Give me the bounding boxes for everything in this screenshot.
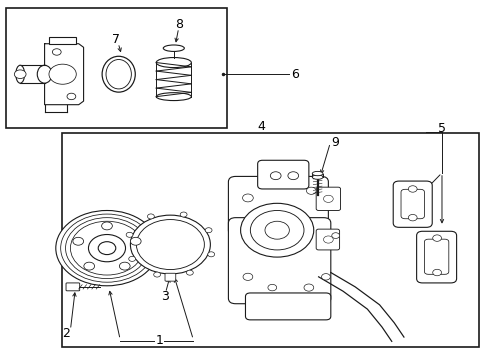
Circle shape bbox=[98, 242, 116, 255]
Text: 3: 3 bbox=[161, 290, 169, 303]
Circle shape bbox=[321, 274, 330, 280]
FancyBboxPatch shape bbox=[416, 231, 456, 283]
Circle shape bbox=[432, 235, 441, 241]
Ellipse shape bbox=[163, 45, 184, 51]
Text: 8: 8 bbox=[174, 18, 183, 31]
Circle shape bbox=[243, 273, 252, 280]
Ellipse shape bbox=[312, 171, 323, 176]
Circle shape bbox=[49, 64, 76, 84]
Circle shape bbox=[407, 186, 416, 192]
Circle shape bbox=[119, 262, 130, 270]
Circle shape bbox=[267, 284, 276, 291]
Ellipse shape bbox=[16, 65, 24, 83]
FancyBboxPatch shape bbox=[257, 160, 308, 189]
Circle shape bbox=[128, 256, 135, 261]
Ellipse shape bbox=[156, 93, 191, 100]
Circle shape bbox=[287, 172, 298, 180]
Ellipse shape bbox=[37, 65, 52, 83]
Text: 9: 9 bbox=[331, 136, 339, 149]
Text: 4: 4 bbox=[257, 121, 265, 134]
Circle shape bbox=[323, 236, 332, 243]
Circle shape bbox=[331, 233, 339, 238]
Circle shape bbox=[323, 195, 332, 202]
Circle shape bbox=[65, 218, 148, 279]
Circle shape bbox=[207, 252, 214, 257]
Circle shape bbox=[14, 70, 26, 78]
Circle shape bbox=[304, 284, 313, 291]
Circle shape bbox=[180, 212, 187, 217]
Circle shape bbox=[264, 221, 289, 239]
Text: 1: 1 bbox=[155, 334, 163, 347]
Circle shape bbox=[56, 211, 158, 286]
Circle shape bbox=[250, 211, 304, 250]
Bar bbox=[61, 134, 478, 347]
Circle shape bbox=[83, 262, 94, 270]
FancyBboxPatch shape bbox=[66, 283, 80, 291]
Circle shape bbox=[407, 215, 416, 221]
Text: 6: 6 bbox=[290, 68, 298, 81]
Circle shape bbox=[67, 93, 76, 100]
Text: 7: 7 bbox=[112, 33, 120, 46]
Circle shape bbox=[126, 232, 133, 237]
Circle shape bbox=[147, 214, 154, 219]
Ellipse shape bbox=[312, 175, 323, 179]
Circle shape bbox=[270, 172, 281, 180]
Circle shape bbox=[130, 237, 141, 245]
Circle shape bbox=[70, 221, 143, 275]
Text: 2: 2 bbox=[62, 327, 70, 340]
FancyBboxPatch shape bbox=[400, 189, 424, 219]
Ellipse shape bbox=[106, 59, 131, 89]
Circle shape bbox=[153, 272, 160, 277]
Circle shape bbox=[61, 214, 153, 282]
Circle shape bbox=[136, 220, 204, 270]
Ellipse shape bbox=[102, 56, 135, 92]
Bar bbox=[49, 37, 76, 44]
FancyBboxPatch shape bbox=[245, 293, 330, 320]
FancyBboxPatch shape bbox=[228, 218, 330, 304]
FancyBboxPatch shape bbox=[316, 187, 340, 211]
FancyBboxPatch shape bbox=[164, 273, 175, 281]
FancyBboxPatch shape bbox=[424, 239, 448, 274]
Ellipse shape bbox=[156, 58, 191, 68]
Text: 5: 5 bbox=[437, 122, 445, 135]
Circle shape bbox=[205, 228, 212, 233]
Circle shape bbox=[52, 49, 61, 55]
Circle shape bbox=[306, 187, 316, 194]
Circle shape bbox=[88, 234, 125, 262]
Circle shape bbox=[432, 269, 441, 276]
Circle shape bbox=[102, 222, 112, 230]
FancyBboxPatch shape bbox=[316, 229, 339, 250]
Circle shape bbox=[186, 270, 193, 275]
FancyBboxPatch shape bbox=[392, 181, 431, 227]
Circle shape bbox=[130, 215, 210, 274]
Circle shape bbox=[242, 194, 253, 202]
FancyBboxPatch shape bbox=[228, 176, 328, 235]
Circle shape bbox=[240, 203, 313, 257]
Circle shape bbox=[73, 237, 83, 245]
Bar bbox=[5, 8, 227, 128]
